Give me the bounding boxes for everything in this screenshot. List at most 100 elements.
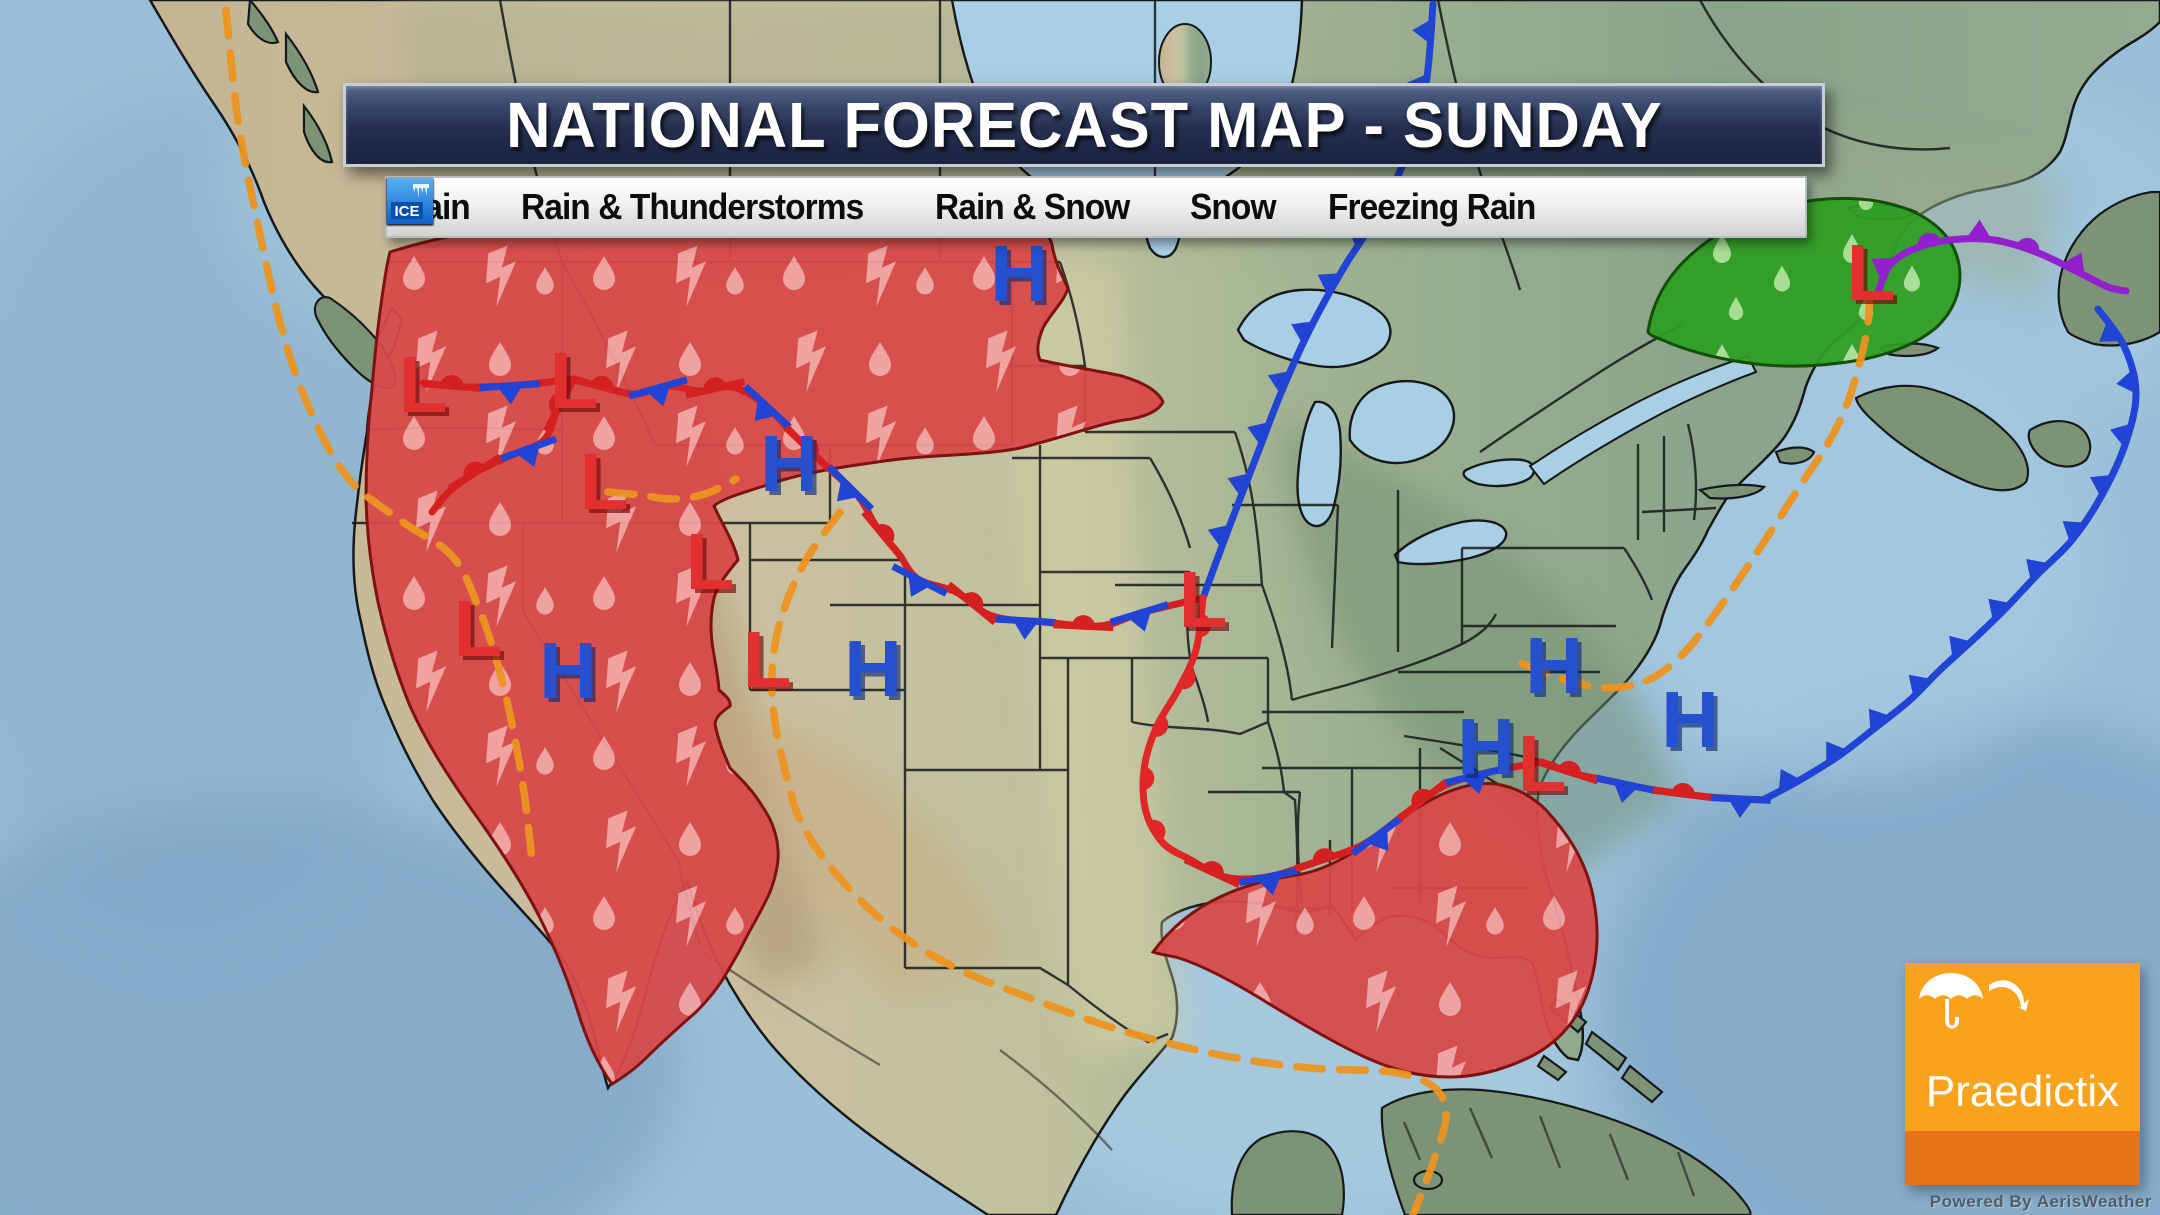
svg-text:H: H — [990, 229, 1048, 318]
svg-text:ICE: ICE — [394, 203, 419, 220]
umbrella-icon — [1919, 973, 2029, 1029]
front-glyph — [2026, 558, 2051, 584]
svg-text:H: H — [1525, 621, 1583, 710]
svg-text:L: L — [747, 619, 796, 708]
front-glyph — [1868, 708, 1893, 734]
svg-text:L: L — [399, 340, 448, 429]
high-pressure-marker: HH — [1661, 675, 1723, 768]
front-glyph — [1871, 258, 1897, 282]
legend-item-rain-snow: Rain & Snow — [387, 178, 1144, 228]
front-glyph — [1396, 778, 1449, 822]
trough-pacific-coast — [222, 6, 536, 864]
front-glyph — [1178, 666, 1196, 690]
svg-text:L: L — [1851, 232, 1900, 321]
svg-text:L: L — [690, 521, 739, 610]
front-glyph — [2015, 237, 2040, 254]
front-glyph — [571, 375, 632, 398]
low-pressure-marker: LL — [686, 517, 739, 610]
low-pressure-marker: LL — [743, 615, 796, 708]
high-pressure-marker: HH — [1525, 621, 1587, 714]
trough-atlantic-coast — [1514, 292, 1874, 692]
front-glyph — [685, 377, 746, 399]
svg-text:H: H — [539, 626, 597, 715]
svg-text:H: H — [848, 628, 906, 717]
front-stationary-plains — [570, 375, 1207, 640]
legend-label: Freezing Rain — [1328, 186, 1536, 227]
front-glyph — [995, 615, 1056, 640]
low-pressure-marker: LL — [399, 340, 452, 433]
front-glyph — [1238, 867, 1300, 896]
svg-text:L: L — [1522, 723, 1571, 812]
front-glyph — [783, 425, 832, 472]
high-pressure-marker: HH — [1457, 702, 1519, 795]
legend-item-snow: Snow — [387, 178, 1282, 228]
front-glyph — [891, 563, 948, 597]
svg-text:L: L — [743, 615, 792, 704]
front-glyph — [1141, 766, 1155, 791]
svg-text:H: H — [844, 624, 902, 713]
front-glyph — [1826, 741, 1850, 767]
front-occluded-northeast — [1871, 219, 2130, 296]
high-pressure-marker: HH — [539, 626, 601, 719]
logo-footer-stripe — [1905, 1131, 2140, 1185]
islands — [246, 0, 2160, 1215]
svg-text:L: L — [1179, 555, 1228, 644]
front-glyph — [1291, 320, 1317, 347]
high-pressure-marker: HH — [844, 624, 906, 717]
svg-text:L: L — [1183, 559, 1232, 648]
trough-utah-gulf — [768, 508, 1450, 1215]
front-warm-missouri — [1139, 594, 1212, 862]
svg-text:H: H — [764, 423, 822, 512]
svg-text:L: L — [584, 441, 633, 530]
front-glyph — [498, 435, 558, 467]
front-glyph — [1917, 232, 1942, 248]
front-glyph — [1350, 815, 1404, 857]
precip-legend: Rain Rain & Thunderstorms — [385, 176, 1807, 238]
svg-text:L: L — [686, 517, 735, 606]
svg-text:H: H — [543, 630, 601, 719]
low-pressure-marker: LL — [1179, 555, 1232, 648]
svg-text:H: H — [1461, 706, 1519, 795]
front-cold-atlantic — [1759, 305, 2140, 804]
front-glyph — [861, 510, 906, 561]
front-glyph — [1109, 601, 1169, 632]
front-glyph — [543, 376, 577, 433]
svg-text:H: H — [1529, 625, 1587, 714]
low-pressure-marker: LL — [550, 336, 603, 429]
svg-text:H: H — [760, 419, 818, 508]
svg-text:H: H — [1661, 675, 1719, 764]
front-glyph — [2089, 474, 2116, 500]
front-glyph — [946, 581, 998, 626]
front-glyph — [2116, 367, 2139, 395]
svg-text:L: L — [1518, 719, 1567, 808]
front-glyph — [1183, 856, 1241, 888]
front-glyph — [1949, 635, 1974, 661]
svg-text:L: L — [580, 437, 629, 526]
front-glyph — [2099, 318, 2125, 342]
front-glyph — [628, 376, 688, 407]
legend-label: Rain & Snow — [935, 186, 1130, 227]
svg-text:H: H — [1665, 679, 1723, 768]
front-glyph — [1539, 759, 1599, 785]
high-pressure-marker: HH — [760, 419, 822, 512]
svg-text:L: L — [1847, 228, 1896, 317]
legend-item-freezing-rain: ICE Freezing Rain — [387, 178, 1551, 228]
front-glyph — [1207, 524, 1233, 551]
svg-text:L: L — [554, 340, 603, 429]
front-glyph — [1412, 17, 1435, 46]
front-glyph — [2110, 422, 2135, 450]
trough-lines — [222, 6, 1874, 1215]
front-glyph — [1247, 421, 1272, 448]
precip-area-storms-southeast — [1150, 782, 1599, 1079]
front-glyph — [447, 454, 503, 492]
front-glyph — [1151, 713, 1169, 737]
low-pressure-marker: LL — [454, 584, 507, 677]
legend-label: Rain & Thunderstorms — [521, 186, 864, 227]
front-glyph — [1964, 219, 1993, 242]
front-glyph — [2062, 521, 2088, 545]
front-glyph — [1197, 613, 1212, 638]
front-stationary-southeast — [1538, 758, 1771, 818]
page-title: NATIONAL FORECAST MAP - SUNDAY — [505, 89, 1663, 161]
